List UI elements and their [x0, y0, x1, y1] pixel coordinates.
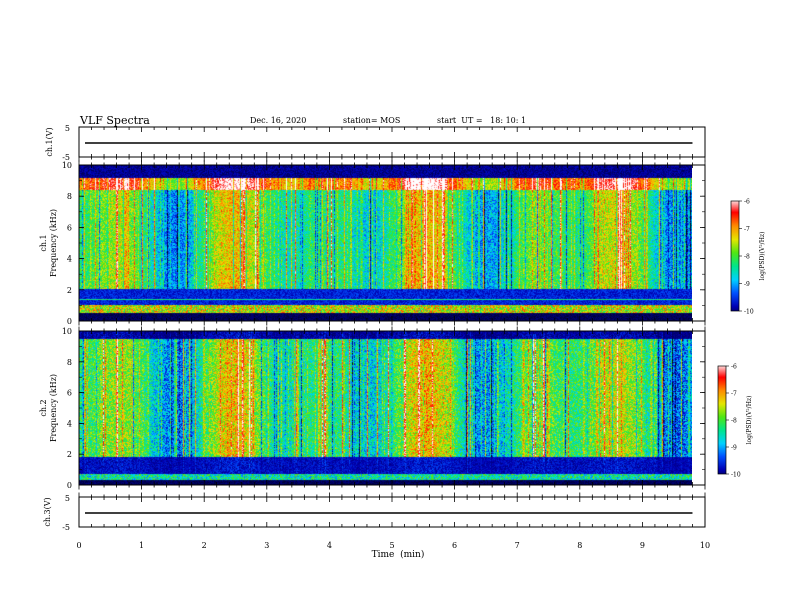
- ch1-spectrogram-yticks: 0 2 4 6 8 10: [62, 161, 705, 326]
- colorbar-tick-label: -8: [731, 418, 737, 425]
- x-tick-label: 1: [139, 541, 144, 550]
- ch2-spectrogram-yticks: 0 2 4 6 8 10: [62, 327, 705, 490]
- x-tick-label: 3: [264, 541, 269, 550]
- ch2-spectrogram-panel: ch.2 Frequency (kHz) 0 2 4 6 8 10: [39, 327, 706, 490]
- y-tick-label: 8: [67, 192, 72, 201]
- colorbar-tick-label: -7: [744, 226, 750, 233]
- y-tick-label: 4: [67, 419, 72, 428]
- y-tick-label: 4: [67, 255, 72, 264]
- ch1-waveform-ytick-top: 5: [65, 124, 70, 133]
- ch1-colorbar-label: log(PSD)(V²/Hz): [759, 232, 766, 281]
- figure-title: VLF Spectra: [79, 114, 150, 127]
- ch1-spectrogram-panel: ch.1 Frequency (kHz) 0 2 4 6 8 10: [39, 161, 706, 326]
- y-tick-label: 10: [62, 161, 72, 170]
- ch3-waveform-ytick-top: 5: [65, 494, 70, 503]
- ch2-spectrogram-ylabel: ch.2: [39, 399, 48, 416]
- ch3-waveform-panel: ch.3(V) 5 -5: [43, 494, 706, 532]
- y-tick-label: 0: [67, 317, 72, 326]
- y-tick-label: 2: [67, 450, 72, 459]
- x-tick-label: 6: [452, 541, 457, 550]
- x-tick-label: 2: [202, 541, 207, 550]
- y-tick-label: 10: [62, 327, 72, 336]
- x-tick-label: 0: [76, 541, 81, 550]
- x-tick-label: 4: [327, 541, 332, 550]
- ch2-colorbar-gradient: [718, 366, 726, 474]
- colorbar-tick-label: -9: [744, 281, 750, 288]
- colorbar-tick-label: -6: [744, 199, 750, 206]
- colorbar-tick-label: -6: [731, 364, 737, 371]
- colorbar-tick-label: -9: [731, 445, 737, 452]
- date-label: Dec. 16, 2020: [250, 116, 306, 125]
- ch2-colorbar-label: log(PSD)(V²/Hz): [746, 396, 753, 445]
- colorbar-tick-label: -10: [731, 472, 741, 479]
- ch1-colorbar-ticks: -6 -7 -8 -9 -10: [739, 199, 754, 316]
- ch1-spectrogram-heatmap: [79, 165, 692, 321]
- x-tick-label: 9: [640, 541, 645, 550]
- ch1-spectrogram-image-holder: [79, 165, 692, 321]
- ch1-spectrogram-ylabel: ch.1: [39, 234, 48, 251]
- ch1-spectrogram-ylabel-frequency: Frequency (kHz): [49, 209, 58, 277]
- x-tick-label: 7: [515, 541, 520, 550]
- colorbar-tick-label: -8: [744, 254, 750, 261]
- x-tick-label: 8: [577, 541, 582, 550]
- time-axis-tick-labels: 0 1 2 3 4 5 6 7 8 9 10: [76, 541, 710, 550]
- ch2-spectrogram-heatmap: [79, 331, 692, 485]
- ch1-waveform-ylabel: ch.1(V): [45, 127, 54, 156]
- ch2-colorbar-holder: [718, 366, 726, 474]
- start-time-label: start UT = 18: 10: 1: [437, 116, 526, 125]
- colorbar-tick-label: -7: [731, 391, 737, 398]
- y-tick-label: 2: [67, 286, 72, 295]
- ch1-colorbar: -6 -7 -8 -9 -10 log(PSD)(V²/Hz): [730, 199, 766, 316]
- ch3-waveform-ytick-bottom: -5: [62, 523, 70, 532]
- ch1-waveform-panel: ch.1(V) 5 -5: [45, 124, 706, 162]
- ch2-spectrogram-ylabel-frequency: Frequency (kHz): [49, 374, 58, 442]
- ch1-waveform-ytick-bottom: -5: [62, 153, 70, 162]
- ch2-spectrogram-image-holder: [79, 331, 692, 485]
- y-tick-label: 6: [67, 223, 72, 232]
- time-axis-label: Time (min): [372, 549, 425, 560]
- x-tick-label: 5: [389, 541, 394, 550]
- y-tick-label: 8: [67, 358, 72, 367]
- y-tick-label: 0: [67, 481, 72, 490]
- colorbar-tick-label: -10: [744, 309, 754, 316]
- y-tick-label: 6: [67, 389, 72, 398]
- ch1-colorbar-holder: [731, 201, 739, 311]
- ch2-colorbar: -6 -7 -8 -9 -10 log(PSD)(V²/Hz): [717, 364, 753, 479]
- ch3-waveform-ylabel: ch.3(V): [43, 497, 52, 526]
- station-label: station= MOS: [343, 116, 400, 125]
- ch2-colorbar-ticks: -6 -7 -8 -9 -10: [726, 364, 741, 479]
- time-axis-ticks: [78, 127, 706, 527]
- x-tick-label: 10: [700, 541, 710, 550]
- ch1-colorbar-gradient: [731, 201, 739, 311]
